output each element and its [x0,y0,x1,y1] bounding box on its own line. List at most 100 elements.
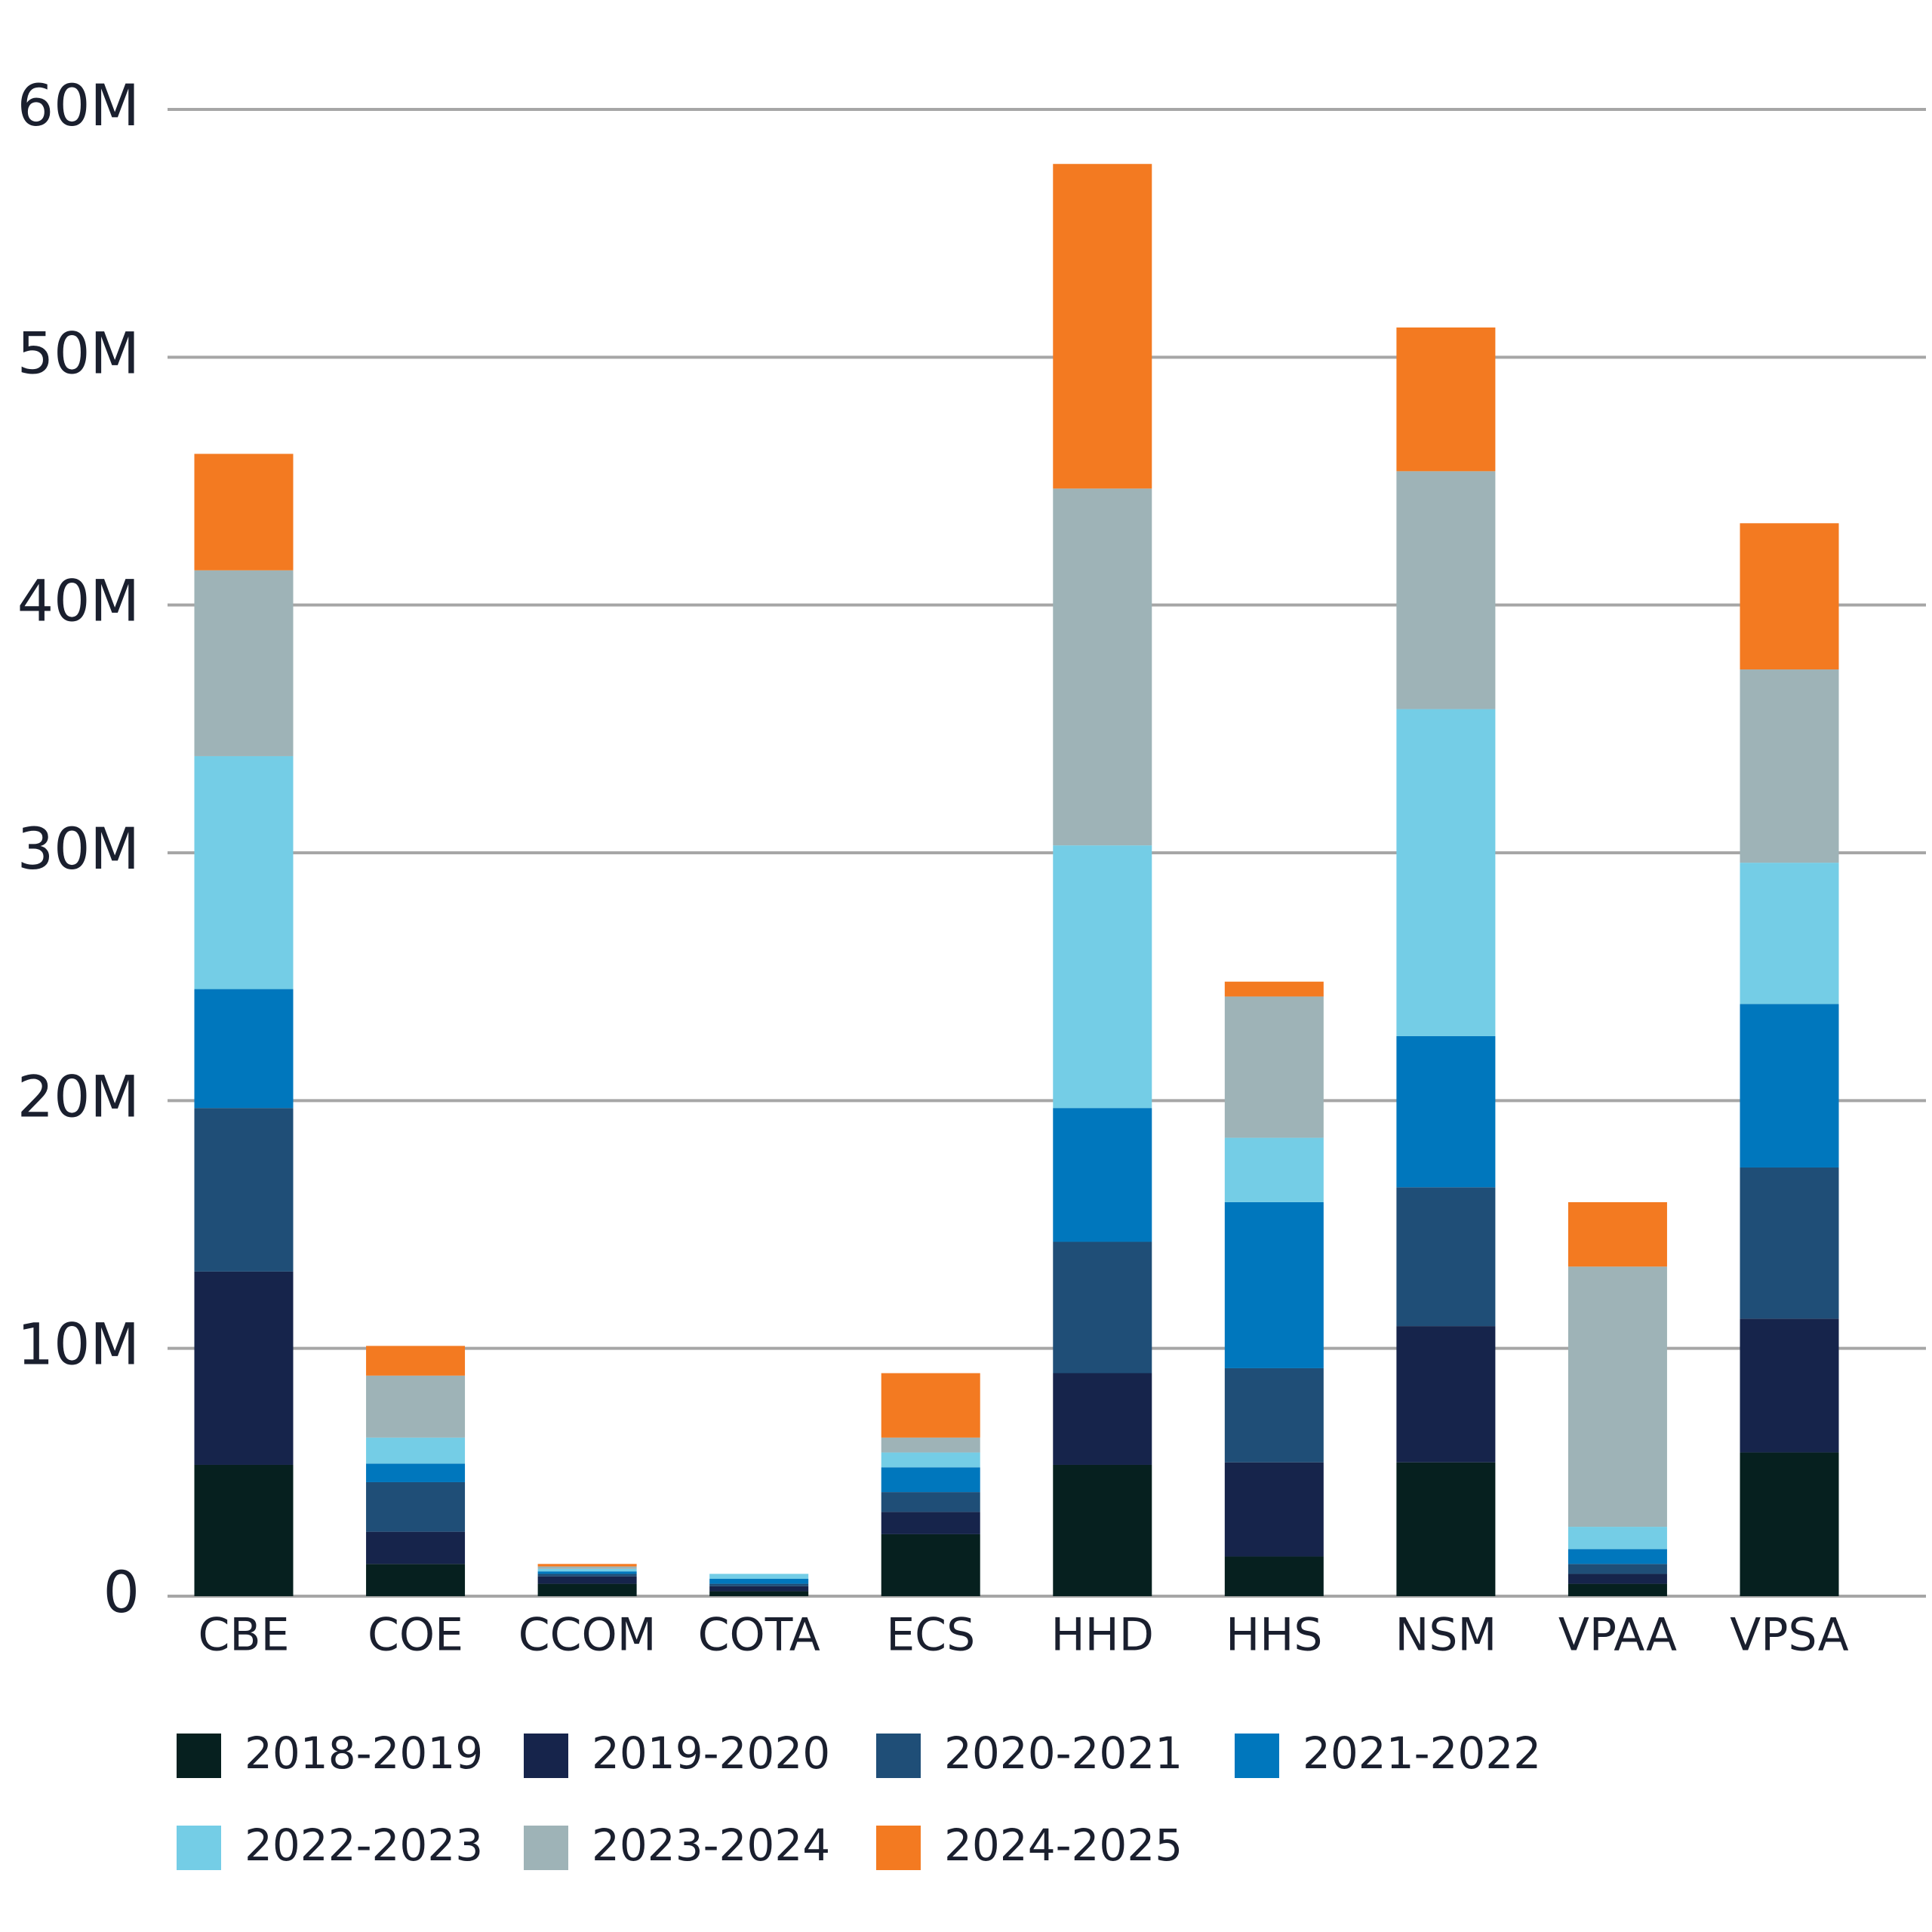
x-tick-label: VPAA [1558,1609,1677,1662]
bar-segment [1224,981,1324,997]
bar-segment [881,1452,980,1468]
legend-label: 2024-2025 [944,1820,1183,1871]
bar-segment [366,1463,466,1482]
bar-segment [1396,709,1496,1036]
x-tick-label: CCOM [518,1609,657,1662]
bar-segment [537,1566,637,1569]
bar-segment [1567,1527,1667,1549]
bar-segment [1396,1187,1496,1327]
bar-segment [194,1108,294,1272]
bar-segment [537,1568,637,1572]
bar-segment [1567,1201,1667,1267]
y-tick-label: 40M [17,568,140,635]
y-tick-label: 30M [17,815,140,882]
legend-label: 2023-2024 [592,1820,830,1871]
legend-swatch [524,1734,568,1778]
y-tick-label: 0 [103,1558,140,1626]
x-tick-label: HHS [1226,1609,1322,1662]
bar-segment [366,1481,466,1532]
bar-segment [194,454,294,571]
bar-segment [881,1492,980,1512]
bar-segment [194,570,294,756]
bar-segment [1053,1373,1152,1465]
bar-segment [1567,1574,1667,1584]
bar-segment [1567,1583,1667,1596]
bar-segment [1224,1137,1324,1202]
bar-segment [1567,1266,1667,1527]
legend-swatch [1235,1734,1279,1778]
bar-segment [1224,996,1324,1138]
legend-swatch [876,1734,921,1778]
bar-segment [1740,1004,1839,1168]
bar-segment [366,1564,466,1596]
legend-label: 2021-2022 [1303,1727,1541,1779]
bar-segment [537,1574,637,1577]
bar-segment [1396,1462,1496,1596]
bar-segment [537,1583,637,1596]
bar-segment [1396,1035,1496,1188]
bar-segment [1224,1556,1324,1596]
bar-segment [194,755,294,989]
bar-segment [194,1464,294,1596]
bar-segment [366,1375,466,1438]
bar-segment [1053,1241,1152,1374]
legend-label: 2022-2023 [245,1820,483,1871]
x-tick-label: ECS [886,1609,975,1662]
bar-segment [1740,1452,1839,1596]
bar-segment [537,1576,637,1584]
y-tick-label: 50M [17,319,140,386]
bar-segment [1740,523,1839,670]
bar-segment [709,1583,809,1586]
y-tick-label: 10M [17,1311,140,1378]
y-tick-label: 60M [17,72,140,139]
bar-segment [537,1571,637,1574]
bar-segment [881,1512,980,1534]
bar-segment [1567,1564,1667,1574]
bar-segment [1053,845,1152,1109]
bar-segment [194,989,294,1109]
bar-segment [1567,1549,1667,1564]
y-tick-label: 20M [17,1063,140,1130]
bar-segment [537,1564,637,1567]
bar-segment [709,1591,809,1596]
bar-segment [366,1346,466,1376]
bar-segment [1740,863,1839,1004]
bar-segment [709,1586,809,1592]
x-tick-label: VPSA [1730,1609,1848,1662]
legend-swatch [876,1826,921,1870]
legend-label: 2018-2019 [245,1727,483,1779]
bar-segment [1224,1201,1324,1368]
bar-segment [1396,1326,1496,1463]
legend-label: 2019-2020 [592,1727,830,1779]
bar-segment [366,1531,466,1564]
bar-segment [881,1534,980,1596]
bar-segment [1053,488,1152,846]
x-tick-label: COE [368,1609,463,1662]
legend-label: 2020-2021 [944,1727,1183,1779]
legend-swatch [177,1826,221,1870]
x-tick-label: NSM [1395,1609,1497,1662]
bar-segment [366,1437,466,1464]
bar-segment [1396,327,1496,472]
bar-segment [1740,669,1839,863]
bar-segment [881,1467,980,1493]
bar-segment [1053,1108,1152,1242]
legend-swatch [177,1734,221,1778]
bar-segment [1053,1464,1152,1596]
bar-segment [709,1579,809,1584]
bar-segment [1053,164,1152,489]
bar-segment [881,1373,980,1438]
bar-segment [709,1574,809,1580]
bar-segment [881,1437,980,1453]
bar-segment [1396,471,1496,709]
bar-segment [194,1271,294,1465]
x-tick-label: HHD [1051,1609,1154,1662]
x-tick-label: CBE [198,1609,290,1662]
bar-segment [1740,1167,1839,1319]
bar-segment [1740,1318,1839,1453]
legend-swatch [524,1826,568,1870]
bar-segment [1224,1462,1324,1557]
bar-segment [1224,1367,1324,1463]
